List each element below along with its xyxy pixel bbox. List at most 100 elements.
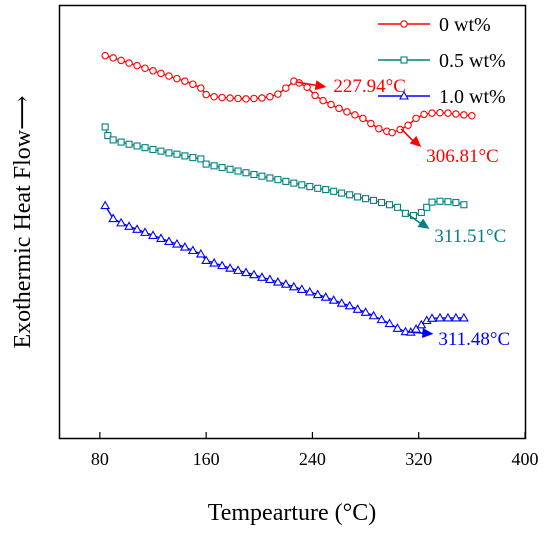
data-point: [234, 94, 242, 103]
data-point: [256, 272, 267, 281]
data-point: [344, 300, 355, 310]
data-point: [258, 94, 266, 102]
x-tick-label: 240: [299, 449, 326, 469]
data-point: [189, 80, 197, 88]
data-point: [249, 269, 259, 279]
data-point: [274, 90, 282, 98]
data-point: [328, 295, 339, 304]
data-point: [435, 312, 445, 322]
data-point: [416, 319, 427, 329]
x-tick-label: 80: [91, 449, 109, 469]
legend: 0 wt% 0.5 wt% 1.0 wt%: [378, 14, 506, 108]
data-point: [218, 93, 226, 102]
data-point: [314, 184, 322, 192]
data-point: [396, 125, 404, 134]
data-point: [189, 154, 197, 162]
data-point: [400, 20, 408, 28]
data-point: [458, 312, 469, 322]
data-point: [125, 140, 133, 148]
data-point: [460, 201, 468, 209]
data-point: [444, 109, 452, 117]
data-point: [343, 108, 351, 116]
data-point: [141, 144, 149, 152]
data-point: [311, 91, 319, 100]
data-point: [367, 119, 375, 128]
annotation-arrowhead: [417, 218, 430, 229]
data-point: [210, 92, 218, 101]
data-point: [272, 276, 283, 286]
data-point: [125, 59, 133, 67]
data-point: [108, 213, 119, 223]
x-tick-label: 160: [193, 449, 220, 469]
data-point: [385, 201, 394, 209]
series-2: [100, 200, 469, 336]
data-point: [401, 209, 409, 217]
data-point: [360, 307, 371, 316]
data-point: [436, 108, 444, 117]
data-point: [280, 279, 291, 288]
data-point: [217, 260, 228, 270]
data-point: [209, 257, 220, 267]
data-point: [258, 172, 266, 180]
data-point: [100, 200, 111, 210]
data-point: [428, 198, 436, 206]
data-point: [384, 318, 395, 328]
data-point: [117, 56, 125, 65]
data-point: [306, 183, 314, 191]
annotation-label: 311.48°C: [438, 329, 510, 350]
data-point: [304, 286, 315, 296]
data-point: [156, 233, 166, 242]
annotation-arrowhead: [422, 328, 434, 339]
data-point: [171, 238, 182, 248]
x-tick-label: 320: [405, 449, 432, 469]
data-point: [319, 96, 327, 105]
data-point: [393, 203, 402, 211]
data-point: [250, 94, 258, 103]
data-point: [266, 92, 274, 101]
annotation-label: 227.94°C: [333, 76, 406, 97]
data-point: [428, 109, 436, 117]
data-point: [241, 267, 251, 277]
data-point: [233, 265, 243, 274]
data-point: [195, 248, 206, 258]
data-point: [388, 128, 396, 137]
data-point: [101, 51, 109, 60]
data-point: [149, 67, 157, 75]
data-point: [163, 236, 174, 245]
data-point: [201, 255, 212, 264]
data-point: [225, 263, 236, 272]
data-point: [282, 177, 290, 185]
data-point: [197, 155, 205, 163]
data-point: [250, 170, 258, 179]
annotation-label: 306.81°C: [426, 146, 499, 167]
data-point: [460, 111, 468, 119]
data-point: [173, 74, 181, 83]
data-point: [157, 69, 165, 78]
data-point: [369, 196, 378, 204]
data-point: [404, 121, 412, 129]
data-point: [274, 176, 282, 184]
x-axis-label: Tempearture (°C): [208, 500, 377, 526]
data-point: [165, 149, 173, 157]
data-point: [282, 84, 290, 92]
data-point: [376, 314, 387, 324]
data-point: [375, 124, 383, 133]
data-point: [320, 292, 331, 301]
plot-frame: [58, 4, 527, 440]
data-point: [468, 111, 476, 120]
annotation-arrowhead: [314, 80, 327, 91]
data-point: [132, 224, 143, 233]
data-point: [173, 150, 181, 158]
annotations: 227.94°C 306.81°C 311.51°C 311.48°C: [296, 76, 510, 350]
data-point: [442, 312, 453, 322]
data-point: [412, 114, 420, 123]
data-point: [351, 111, 359, 119]
data-point: [290, 179, 298, 187]
data-point: [165, 72, 173, 80]
data-point: [377, 199, 386, 207]
series-line: [104, 126, 465, 217]
data-point: [322, 186, 330, 194]
data-point: [234, 167, 242, 175]
data-point: [400, 56, 408, 64]
